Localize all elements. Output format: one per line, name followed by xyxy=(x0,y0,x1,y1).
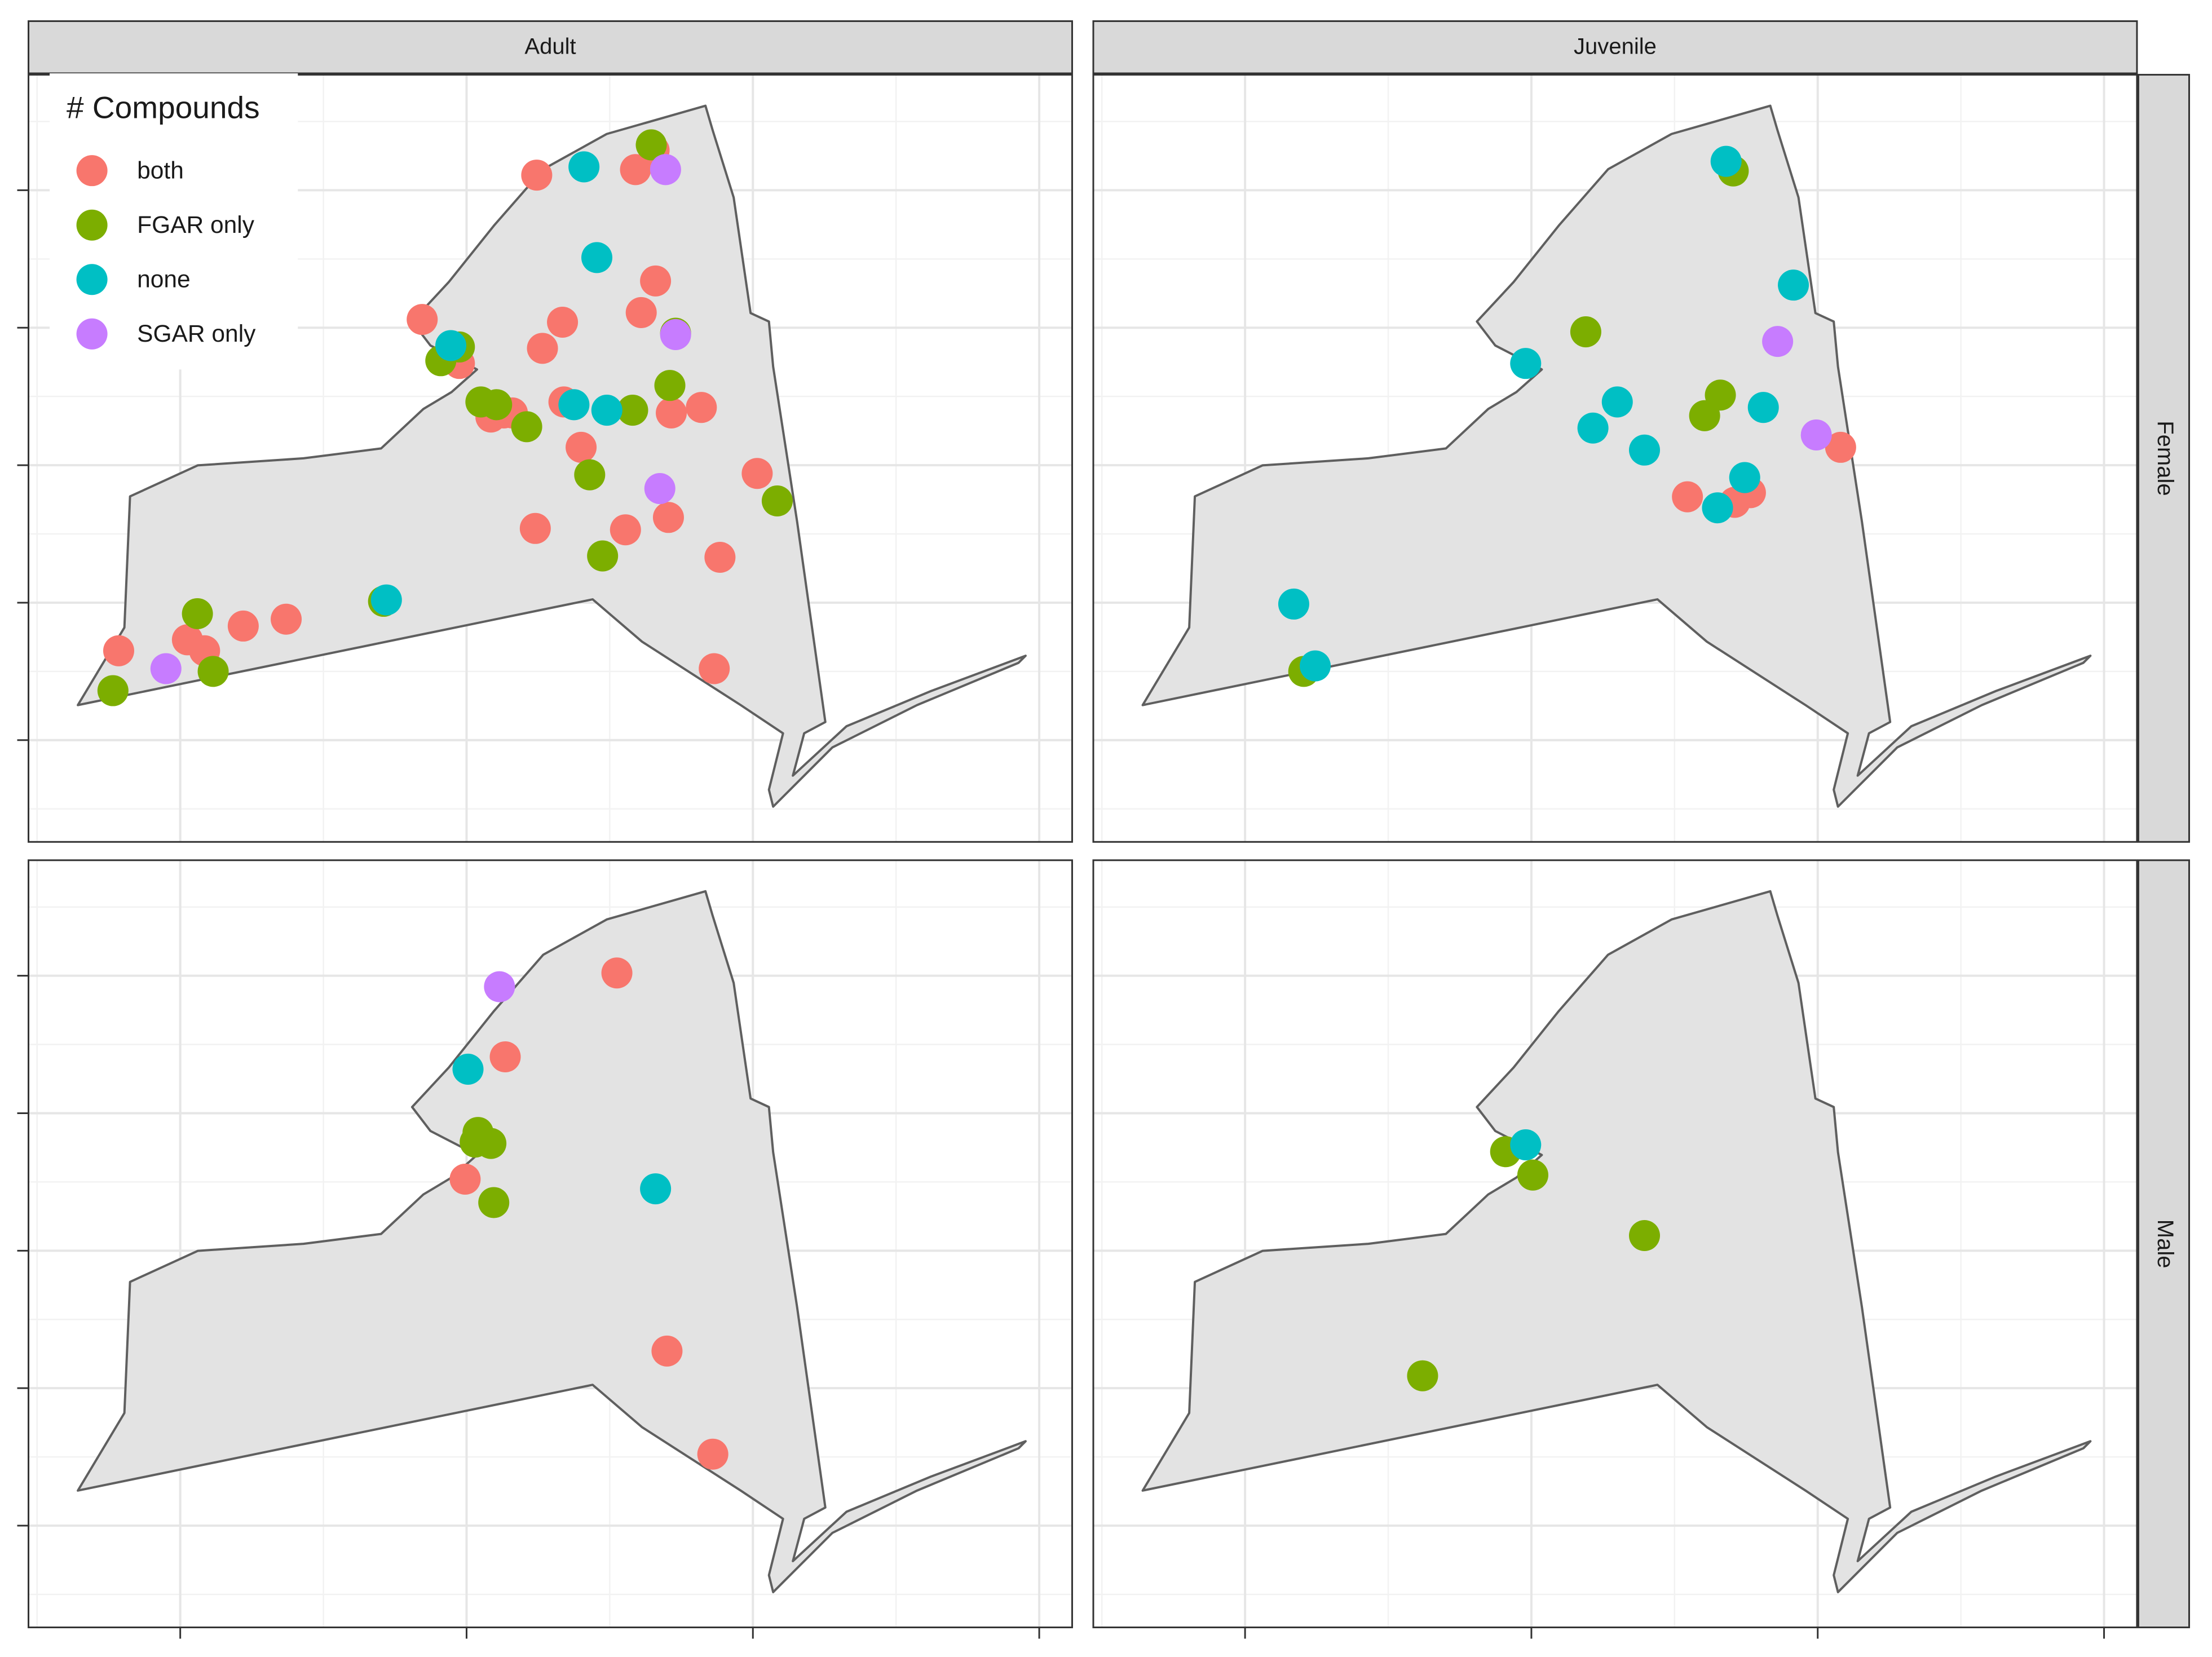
point xyxy=(581,242,613,273)
point xyxy=(97,675,129,706)
legend-title: # Compounds xyxy=(67,90,260,125)
point xyxy=(182,598,213,629)
legend-key xyxy=(76,264,108,295)
panel-border xyxy=(1092,74,2138,843)
point xyxy=(654,370,686,401)
point xyxy=(1825,431,1856,463)
point xyxy=(1800,419,1832,450)
point xyxy=(651,1335,683,1367)
point xyxy=(558,389,590,421)
point xyxy=(741,458,773,489)
point xyxy=(1628,1219,1661,1252)
point xyxy=(1702,492,1733,524)
point xyxy=(656,397,687,428)
point xyxy=(407,304,438,335)
point xyxy=(1510,1129,1542,1161)
point xyxy=(650,154,681,185)
point xyxy=(761,485,793,517)
facet-label: Male xyxy=(2153,1219,2178,1269)
legend-key xyxy=(76,155,108,187)
panel-border xyxy=(28,74,1073,843)
facet-strip xyxy=(28,20,1073,74)
plot-area: Adult Juvenile Female Male # Compounds both FG… xyxy=(17,20,2190,1639)
point xyxy=(568,151,600,183)
point xyxy=(1689,400,1720,431)
point xyxy=(1300,650,1331,682)
legend-key xyxy=(76,209,108,241)
point xyxy=(370,584,402,616)
panel-border xyxy=(28,859,1073,1628)
legend-label: none xyxy=(137,266,191,293)
point xyxy=(591,395,622,426)
point xyxy=(574,459,606,491)
point xyxy=(625,297,657,328)
facet-label: Adult xyxy=(524,34,576,59)
point xyxy=(521,160,553,191)
point xyxy=(1601,386,1633,418)
legend-label: both xyxy=(137,157,184,184)
point xyxy=(1510,348,1542,379)
point xyxy=(1517,1159,1548,1191)
point xyxy=(1570,316,1601,348)
point xyxy=(1747,392,1779,423)
point xyxy=(1628,434,1661,466)
point xyxy=(547,306,579,338)
legend-label: FGAR only xyxy=(137,212,255,238)
point xyxy=(652,502,684,533)
point xyxy=(699,653,730,684)
point xyxy=(640,265,672,297)
point xyxy=(481,389,513,421)
point xyxy=(150,653,182,684)
facet-strip xyxy=(2137,859,2190,1628)
panel-border xyxy=(1092,859,2138,1628)
point xyxy=(1672,481,1703,512)
point xyxy=(1407,1360,1438,1391)
point xyxy=(484,971,515,1002)
point xyxy=(610,514,641,546)
point xyxy=(1278,588,1309,620)
point xyxy=(660,319,691,350)
legend-label: SGAR only xyxy=(137,321,256,347)
facet-strip xyxy=(1092,20,2138,74)
point xyxy=(1778,269,1809,301)
point xyxy=(1710,145,1742,177)
point xyxy=(1577,412,1609,444)
point xyxy=(452,1053,484,1085)
point xyxy=(489,1041,521,1073)
facet-label: Juvenile xyxy=(1574,34,1657,59)
legend-key xyxy=(76,318,108,350)
point xyxy=(644,473,675,505)
point xyxy=(435,330,467,361)
point xyxy=(620,154,651,185)
point xyxy=(697,1438,728,1470)
point xyxy=(527,333,558,364)
point xyxy=(197,656,229,687)
point xyxy=(686,392,717,423)
point xyxy=(519,512,551,544)
point xyxy=(566,431,597,463)
facet-label: Female xyxy=(2153,421,2178,496)
point xyxy=(511,411,542,443)
point xyxy=(635,129,667,161)
point xyxy=(587,540,619,572)
point xyxy=(1729,462,1760,493)
point xyxy=(1762,326,1794,357)
point xyxy=(640,1173,672,1205)
point xyxy=(617,395,648,426)
point xyxy=(103,635,134,666)
point xyxy=(227,610,259,642)
facet-strip xyxy=(2137,74,2190,843)
point xyxy=(478,1187,510,1218)
point xyxy=(460,1126,491,1158)
point xyxy=(449,1164,481,1195)
point xyxy=(271,603,302,635)
point xyxy=(601,957,633,989)
point xyxy=(704,541,736,573)
